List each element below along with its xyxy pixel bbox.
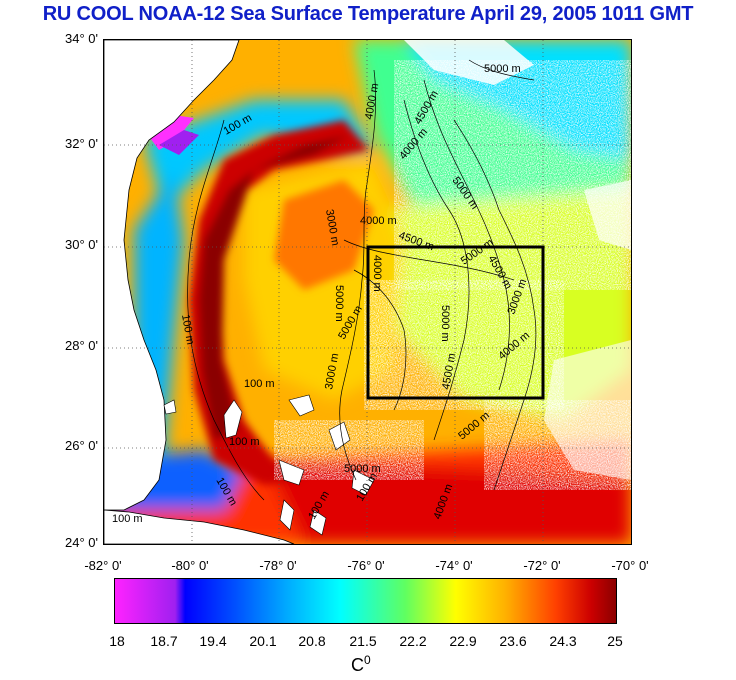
colorbar-tick: 25 <box>607 633 623 649</box>
lon-label: -76° 0' <box>347 558 385 573</box>
contour-label: 100 m <box>244 378 275 390</box>
lon-label: -74° 0' <box>435 558 473 573</box>
contour-label: 100 m <box>229 436 260 448</box>
colorbar-tick: 22.2 <box>399 633 427 649</box>
lat-label: 32° 0' <box>65 136 98 151</box>
lat-label: 30° 0' <box>65 237 98 252</box>
colorbar-tick: 23.6 <box>499 633 527 649</box>
colorbar-tick: 18.7 <box>150 633 178 649</box>
contour-label: 100 m <box>179 313 196 345</box>
lat-label: 34° 0' <box>65 31 98 46</box>
contour-label: 4000 m <box>371 255 383 292</box>
contour-label: 5000 m <box>333 285 345 322</box>
sst-map[interactable]: 5000 m 4000 m 4500 m 4000 m 5000 m 100 m… <box>103 39 632 545</box>
colorbar-tick: 24.3 <box>549 633 577 649</box>
lon-label: -70° 0' <box>611 558 649 573</box>
lon-label: -72° 0' <box>523 558 561 573</box>
unit-superscript: 0 <box>364 653 371 667</box>
page-title: RU COOL NOAA-12 Sea Surface Temperature … <box>42 3 694 25</box>
colorbar-unit-label: C0 <box>351 653 371 676</box>
contour-label: 5000 m <box>344 463 381 475</box>
contour-label: 5000 m <box>484 63 521 75</box>
colorbar-tick: 22.9 <box>449 633 477 649</box>
color-scale-bar <box>114 578 617 624</box>
colorbar-tick: 21.5 <box>349 633 377 649</box>
lon-label: -82° 0' <box>84 558 122 573</box>
unit-text: C <box>351 655 364 675</box>
colorbar-tick: 20.8 <box>298 633 326 649</box>
colorbar-tick: 20.1 <box>249 633 277 649</box>
colorbar-tick: 18 <box>109 633 125 649</box>
contour-label: 5000 m <box>439 305 451 342</box>
lat-label: 26° 0' <box>65 438 98 453</box>
study-box <box>366 245 545 400</box>
contour-label: 4000 m <box>360 215 397 227</box>
contour-label: 100 m <box>112 513 143 525</box>
lat-label: 24° 0' <box>65 535 98 550</box>
lat-label: 28° 0' <box>65 338 98 353</box>
lon-label: -78° 0' <box>259 558 297 573</box>
lon-label: -80° 0' <box>171 558 209 573</box>
sst-map-svg: 5000 m 4000 m 4500 m 4000 m 5000 m 100 m… <box>104 40 631 544</box>
colorbar-tick: 19.4 <box>199 633 227 649</box>
